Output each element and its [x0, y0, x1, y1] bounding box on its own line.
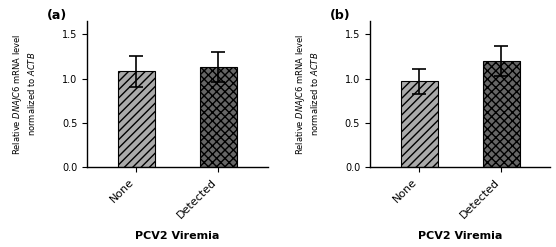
- X-axis label: PCV2 Viremia: PCV2 Viremia: [418, 231, 502, 242]
- Text: Relative $\mathit{DNAJC6}$ mRNA level
normalized to $\mathit{ACTB}$: Relative $\mathit{DNAJC6}$ mRNA level no…: [294, 33, 320, 155]
- Text: (a): (a): [47, 9, 67, 22]
- X-axis label: PCV2 Viremia: PCV2 Viremia: [135, 231, 220, 242]
- Text: Relative $\mathit{DNAJC6}$ mRNA level
normalized to $\mathit{ACTB}$: Relative $\mathit{DNAJC6}$ mRNA level no…: [11, 33, 37, 155]
- Text: (b): (b): [330, 9, 351, 22]
- Bar: [118, 71, 155, 167]
- Bar: [200, 67, 237, 167]
- Bar: [483, 61, 520, 167]
- Bar: [401, 81, 438, 167]
